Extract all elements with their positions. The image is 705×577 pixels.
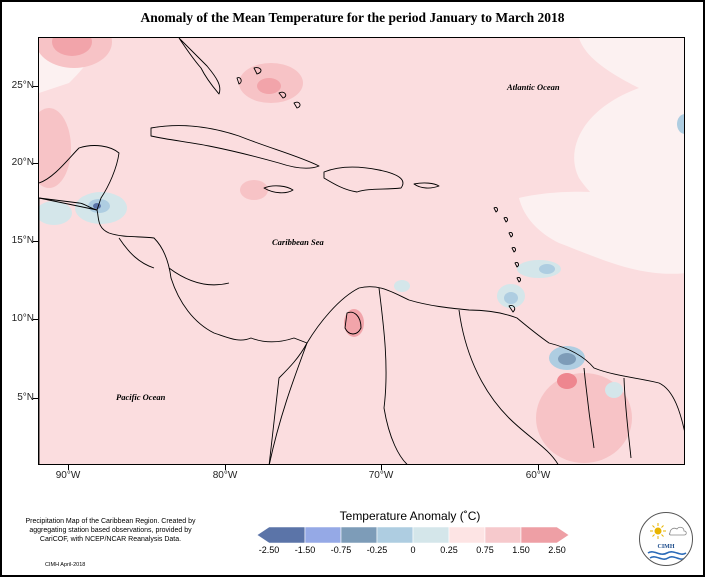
legend-swatch xyxy=(520,527,569,543)
legend-title: Temperature Anomaly (˚C) xyxy=(339,509,481,523)
anomaly-zone-neutral-ne xyxy=(574,38,684,238)
lat-tick-25n: 25°N xyxy=(11,80,34,91)
legend-tick-label: -0.25 xyxy=(366,545,388,555)
legend-swatch xyxy=(304,527,342,543)
lat-tickmark xyxy=(33,398,38,399)
lat-tick-5n: 5°N xyxy=(17,392,34,403)
lat-tickmark xyxy=(33,86,38,87)
coastlines xyxy=(39,38,684,464)
anomaly-warm-gulf-core xyxy=(52,38,92,56)
legend-swatch xyxy=(257,527,306,543)
legend-tick-label: 1.50 xyxy=(512,545,530,555)
jamaica-coast xyxy=(263,185,294,194)
lon-tickmark xyxy=(538,465,539,470)
anomaly-warm-guiana-core xyxy=(557,373,577,389)
lon-tickmark xyxy=(381,465,382,470)
lon-tick-90w: 90°W xyxy=(55,470,81,481)
lon-tick-70w: 70°W xyxy=(368,470,394,481)
lat-tick-20n: 20°N xyxy=(11,157,34,168)
lesser-antilles-coast xyxy=(493,207,521,313)
map-credit: Precipitation Map of the Caribbean Regio… xyxy=(25,518,196,543)
anomaly-cool-windward-core xyxy=(504,292,518,304)
legend-swatch xyxy=(412,527,450,543)
legend-swatch xyxy=(340,527,378,543)
legend-tick-label: 0.75 xyxy=(476,545,494,555)
puerto-rico-coast xyxy=(413,182,440,189)
yucatan-coast xyxy=(39,145,120,211)
lake-maracaibo-coast xyxy=(344,311,362,335)
anomaly-zone-neutral-e xyxy=(519,191,684,274)
country-borders xyxy=(118,237,632,464)
anomaly-cool-guyana-core xyxy=(558,353,576,365)
lon-tick-80w: 80°W xyxy=(212,470,238,481)
cimh-logo: CIMH xyxy=(639,512,693,566)
lat-tickmark xyxy=(33,163,38,164)
lon-tick-60w: 60°W xyxy=(525,470,551,481)
legend-tick-label: -1.50 xyxy=(294,545,316,555)
legend-tick-label: 2.50 xyxy=(548,545,566,555)
anomaly-warm-maracaibo xyxy=(344,309,364,337)
lat-tick-10n: 10°N xyxy=(11,313,34,324)
legend-swatch xyxy=(484,527,522,543)
label-caribbean-sea: Caribbean Sea xyxy=(272,237,324,247)
lat-tick-15n: 15°N xyxy=(11,235,34,246)
map-credit-date: CIMH April-2018 xyxy=(45,562,86,568)
anomaly-cool-suriname xyxy=(605,382,623,398)
lon-tickmark xyxy=(225,465,226,470)
logo-text: CIMH xyxy=(657,544,675,550)
legend-colorbar xyxy=(257,527,569,543)
label-pacific-ocean: Pacific Ocean xyxy=(116,392,166,402)
legend-swatch xyxy=(376,527,414,543)
anomaly-cool-abc xyxy=(394,280,410,292)
lat-tickmark xyxy=(33,241,38,242)
anomaly-cool-atlantic-edge xyxy=(677,114,684,134)
anomaly-map: Atlantic Ocean Caribbean Sea Pacific Oce… xyxy=(38,37,685,465)
florida-coast xyxy=(178,38,221,95)
lat-tickmark xyxy=(33,319,38,320)
anomaly-cool-belize-core xyxy=(93,203,101,209)
cimh-emblem-icon xyxy=(647,523,687,560)
map-canvas xyxy=(39,38,684,464)
map-title: Anomaly of the Mean Temperature for the … xyxy=(140,10,565,25)
anomaly-warm-cayman xyxy=(240,180,268,200)
south-america-coast xyxy=(268,286,684,464)
legend-swatch xyxy=(448,527,486,543)
hispaniola-coast xyxy=(323,166,404,193)
legend-tick-label: -2.50 xyxy=(258,545,280,555)
cuba-coast xyxy=(150,125,320,169)
anomaly-warm-mexico xyxy=(39,108,71,188)
legend-tick-label: 0.25 xyxy=(440,545,458,555)
anomaly-warm-bahamas-core xyxy=(257,78,281,94)
legend-tick-label: 0 xyxy=(410,545,416,555)
anomaly-cool-leeward-core xyxy=(539,264,555,274)
lon-tickmark xyxy=(68,465,69,470)
anomaly-cool-west xyxy=(39,201,72,225)
legend-tick-label: -0.75 xyxy=(330,545,352,555)
bahamas-coast xyxy=(236,67,301,109)
label-atlantic-ocean: Atlantic Ocean xyxy=(507,82,560,92)
